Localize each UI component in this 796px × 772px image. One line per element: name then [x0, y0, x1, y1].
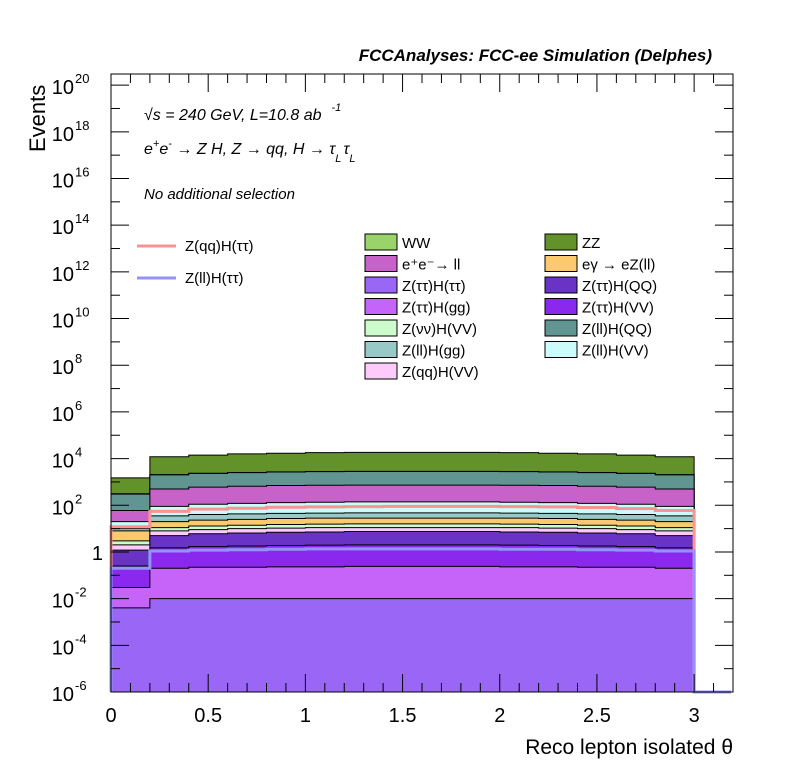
- y-tick-exponent: 4: [75, 445, 82, 460]
- signal-line-zll-htautau: [109, 547, 731, 694]
- y-tick-exponent: 16: [75, 165, 89, 180]
- legend-label: Z(ττ)H(gg): [402, 300, 471, 317]
- y-tick-label: 10: [52, 217, 74, 239]
- legend-label: Z(ll)H(QQ): [582, 321, 652, 338]
- stack-fills: [110, 451, 695, 693]
- x-tick-label: 1.5: [389, 705, 417, 727]
- legend-label: Z(ττ)H(VV): [582, 300, 654, 317]
- x-tick-label: 0: [105, 705, 116, 727]
- y-tick-exponent: -6: [75, 678, 87, 693]
- legend-label: Z(ττ)H(ττ): [402, 278, 466, 295]
- svg-text:e+e- → Z H, Z → qq, H → τLτL: e+e- → Z H, Z → qq, H → τLτL: [144, 138, 356, 165]
- y-tick-label: 10: [52, 684, 74, 706]
- y-tick-exponent: 12: [75, 258, 89, 273]
- y-tick-label: 10: [52, 404, 74, 426]
- y-tick-label: 10: [52, 591, 74, 613]
- legend: WW ZZ e⁺e⁻→ ll eγ → eZ(ll) Z(ττ)H(ττ) Z(ττ)H(…: [137, 233, 657, 381]
- lumi-exponent: -1: [332, 102, 342, 114]
- signal-legend-label: Z(ll)H(ττ): [185, 270, 244, 287]
- legend-label: ZZ: [582, 235, 600, 252]
- signal-legend-label: Z(qq)H(ττ): [185, 238, 254, 255]
- legend-swatch: [364, 362, 398, 380]
- y-tick-label: 1: [92, 543, 103, 565]
- x-tick-label: 2: [494, 705, 505, 727]
- y-tick-exponent: 2: [75, 491, 82, 506]
- x-tick-label: 3: [689, 705, 700, 727]
- legend-label: eγ → eZ(ll): [582, 257, 655, 274]
- y-tick-label: 10: [52, 451, 74, 473]
- y-tick-exponent: 20: [75, 71, 89, 86]
- svg-text:√s = 240 GeV, L=10.8 ab-1: √s = 240 GeV, L=10.8 ab -1: [144, 102, 341, 124]
- stack-layer-ztautau-htautau: [110, 598, 695, 693]
- y-tick-exponent: 8: [75, 351, 82, 366]
- legend-swatch: [364, 341, 398, 358]
- x-tick-label: 0.5: [194, 705, 222, 727]
- y-tick-exponent: -4: [75, 631, 87, 646]
- legend-swatch: [544, 276, 578, 294]
- legend-swatch: [544, 298, 578, 315]
- energy-lumi: = 240 GeV, L=10.8 ab: [161, 107, 322, 124]
- chart-title: FCCAnalyses: FCC-ee Simulation (Delphes): [359, 46, 713, 65]
- x-tick-label: 1: [300, 705, 311, 727]
- legend-label: Z(ll)H(VV): [582, 343, 649, 360]
- legend-swatch: [364, 298, 398, 315]
- legend-label: e⁺e⁻→ ll: [402, 257, 460, 274]
- legend-label: WW: [402, 235, 431, 252]
- legend-swatch: [364, 319, 398, 337]
- legend-label: Z(qq)H(VV): [402, 364, 479, 381]
- y-tick-exponent: -2: [75, 585, 87, 600]
- y-tick-label: 10: [52, 497, 74, 519]
- y-tick-label: 10: [52, 637, 74, 659]
- sqrt-s: √s: [144, 107, 161, 124]
- y-tick-exponent: 14: [75, 211, 89, 226]
- legend-swatch: [364, 255, 398, 272]
- legend-swatch: [544, 341, 578, 358]
- legend-label: Z(ll)H(gg): [402, 343, 465, 360]
- y-tick-label: 10: [52, 77, 74, 99]
- x-tick-label: 2.5: [583, 705, 611, 727]
- y-tick-label: 10: [52, 124, 74, 146]
- signal-lines: [109, 504, 731, 694]
- y-tick-label: 10: [52, 357, 74, 379]
- legend-swatch: [364, 276, 398, 294]
- y-tick-exponent: 6: [75, 398, 82, 413]
- energy-annotation: √s = 240 GeV, L=10.8 ab -1: [144, 102, 341, 124]
- legend-swatch: [544, 233, 578, 251]
- y-tick-exponent: 18: [75, 118, 89, 133]
- legend-label: Z(νν)H(VV): [402, 321, 477, 338]
- signal-line-zqq-htautau: [109, 504, 731, 694]
- y-tick-label: 10: [52, 264, 74, 286]
- x-axis-label: Reco lepton isolated θ: [525, 736, 733, 759]
- legend-label: Z(ττ)H(QQ): [582, 278, 657, 295]
- legend-swatch: [544, 255, 578, 272]
- legend-swatch: [364, 233, 398, 251]
- process-annotation: e+e- → Z H, Z → qq, H → τLτL: [144, 138, 356, 165]
- selection-annotation: No additional selection: [144, 186, 295, 203]
- y-tick-label: 10: [52, 171, 74, 193]
- y-axis-label: Events: [25, 85, 50, 152]
- legend-swatch: [544, 319, 578, 337]
- y-tick-label: 10: [52, 311, 74, 333]
- y-tick-exponent: 10: [75, 305, 89, 320]
